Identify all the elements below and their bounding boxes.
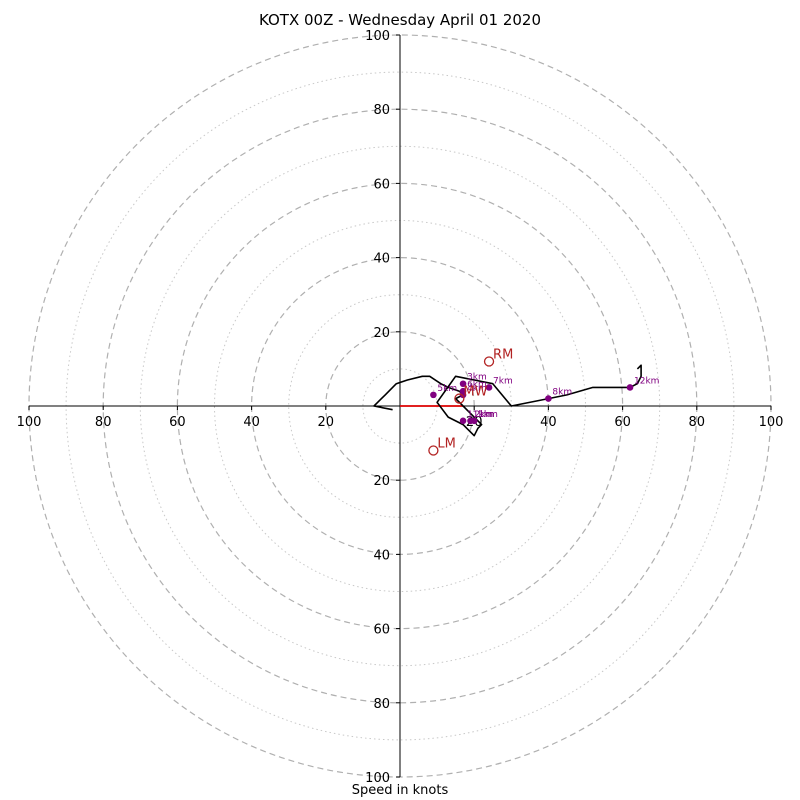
y-tick-label: 40	[373, 548, 390, 563]
height-point-1km	[470, 417, 478, 425]
height-point-6km	[459, 387, 467, 395]
y-tick-label: 40	[373, 252, 390, 267]
height-label-8km: 8km	[552, 388, 572, 398]
height-label-3km: 3km	[467, 373, 487, 383]
x-tick-label: 60	[614, 415, 631, 430]
y-tick-label: 20	[373, 326, 390, 341]
x-tick-label: 100	[759, 415, 784, 430]
y-tick-label: 20	[373, 474, 390, 489]
motion-label-mw: MW	[463, 385, 487, 400]
hodograph-trace	[373, 364, 642, 437]
height-point-7km	[485, 384, 493, 391]
height-label-6km: 6km	[467, 380, 487, 390]
height-point-11km	[459, 417, 467, 425]
storm-motion-group: RM MW LM	[428, 347, 513, 456]
y-tick-label: 80	[373, 697, 390, 712]
height-point-12km	[626, 384, 634, 391]
y-tick-label: 100	[365, 29, 390, 44]
height-label-1km: 1km	[478, 410, 498, 420]
x-axis-label: Speed in knots	[351, 783, 449, 798]
height-label-12km: 12km	[634, 376, 659, 386]
height-label-11km: 11km	[467, 410, 492, 420]
chart-title: KOTX 00Z - Wednesday April 01 2020	[258, 11, 542, 29]
height-point-5km	[430, 391, 437, 399]
x-tick-label: 80	[689, 415, 706, 430]
height-label-5km: 5km	[437, 384, 457, 394]
height-point-3km	[459, 380, 467, 388]
x-tick-label: 40	[540, 415, 557, 430]
tick-labels: 1008060402020406080100100806040202040608…	[17, 29, 784, 786]
y-tick-label: 80	[373, 103, 390, 118]
motion-marker-rm	[483, 356, 495, 367]
height-label-4km: 4km	[467, 384, 487, 394]
motion-marker-mw	[454, 393, 465, 404]
motion-label-rm: RM	[493, 347, 513, 362]
y-tick-label: 100	[365, 771, 390, 786]
height-label-2km: 2km	[474, 410, 494, 420]
x-tick-label: 40	[243, 415, 260, 430]
height-label-7km: 7km	[493, 376, 513, 386]
motion-label-lm: LM	[437, 437, 455, 452]
x-tick-label: 100	[17, 415, 42, 430]
x-tick-label: 20	[318, 415, 335, 430]
y-tick-label: 60	[373, 177, 390, 192]
motion-marker-lm	[428, 445, 439, 456]
x-tick-label: 80	[95, 415, 112, 430]
x-tick-label: 60	[169, 415, 186, 430]
hodograph-trace-group	[373, 364, 642, 437]
height-point-8km	[545, 395, 552, 402]
y-tick-label: 60	[373, 623, 390, 638]
